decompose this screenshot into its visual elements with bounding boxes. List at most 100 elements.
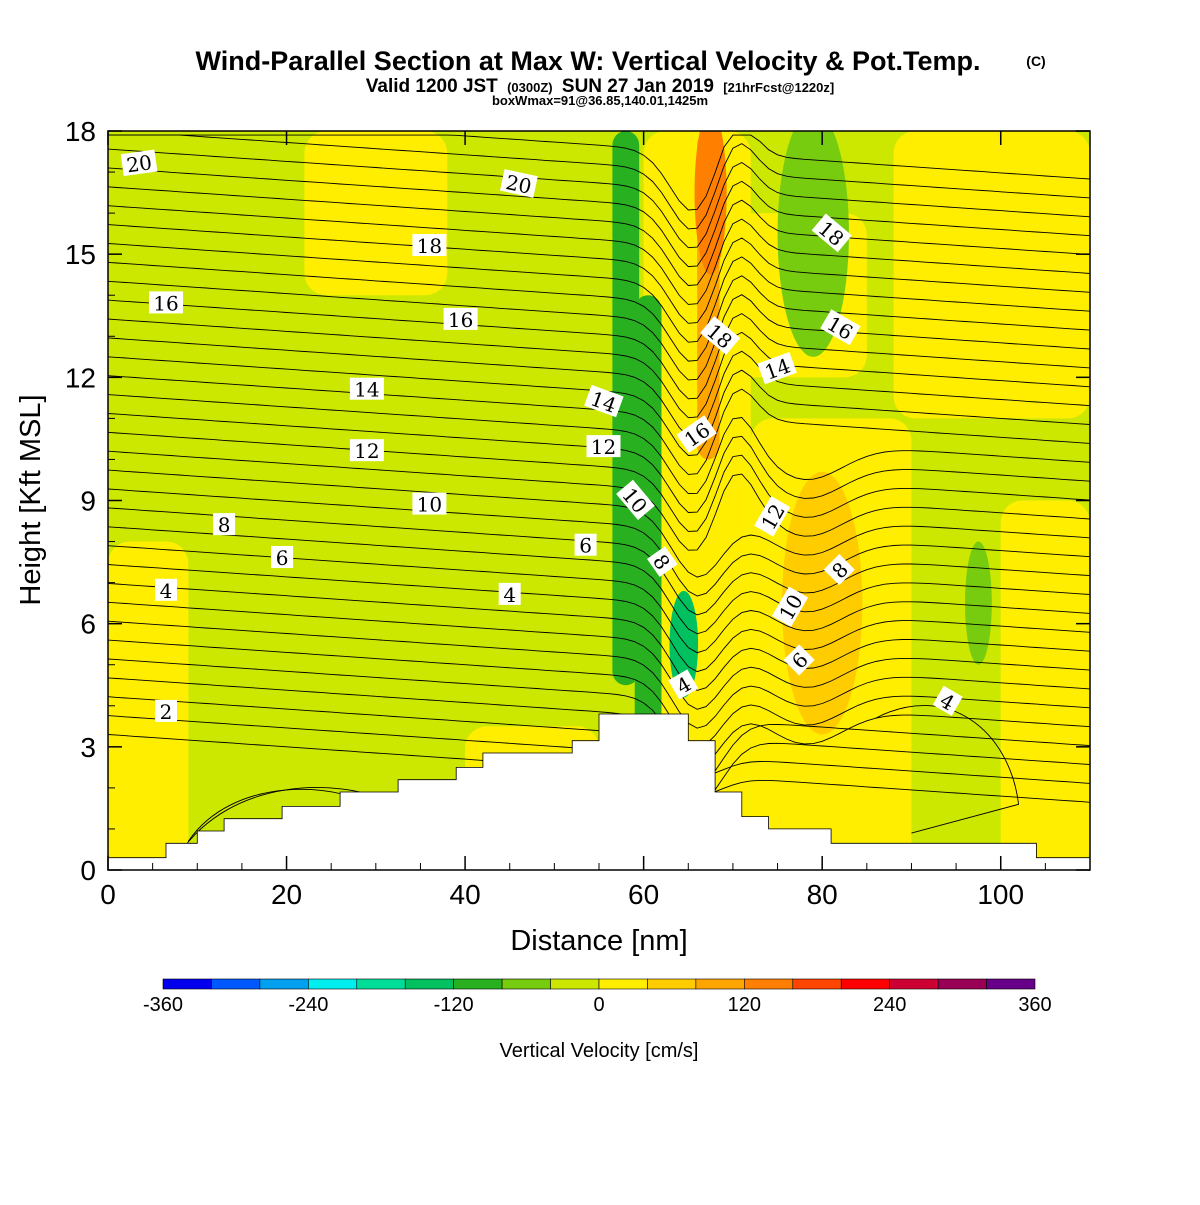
- theta-contour-line: [108, 205, 1090, 305]
- y-tick-label: 6: [80, 609, 96, 640]
- theta-contour-line: [108, 469, 1090, 578]
- contour-label: 4: [932, 685, 963, 716]
- colorbar: -360 -240 -120 0 120 240 360: [143, 978, 1052, 1016]
- contour-label-text: 20: [504, 170, 534, 199]
- theta-contour-line: [108, 507, 1090, 616]
- colorbar-swatch: [792, 978, 842, 990]
- x-tick-label: 80: [807, 879, 838, 910]
- contour-label-text: 10: [417, 493, 442, 517]
- theta-contour-line: [108, 337, 1090, 438]
- colorbar-swatch: [840, 978, 890, 990]
- colorbar-tick-label: 360: [1018, 994, 1051, 1016]
- theta-contour-line: [108, 186, 1090, 286]
- colorbar-swatch: [889, 978, 939, 990]
- contour-label-text: 4: [160, 579, 173, 603]
- colorbar-swatch: [695, 978, 745, 990]
- theta-contour-line: [108, 148, 1090, 249]
- plot-area: [108, 131, 1090, 870]
- theta-contour-line: [108, 658, 1090, 767]
- contour-label-box: [155, 578, 177, 601]
- x-tick-label: 20: [271, 879, 302, 910]
- colorbar-swatch: [647, 978, 697, 990]
- theta-contour-line: [108, 318, 1090, 419]
- contour-label: 8: [213, 513, 236, 537]
- theta-contour-line: [108, 431, 1090, 532]
- colorbar-swatch: [598, 978, 648, 990]
- contour-label-box: [155, 699, 177, 722]
- valid-time-line: Valid 1200 JST (0300Z) SUN 27 Jan 2019 […: [366, 76, 834, 97]
- y-axis-title: Height [Kft MSL]: [15, 394, 47, 605]
- contour-label: 10: [412, 492, 447, 517]
- theta-contour-line: [108, 224, 1090, 324]
- contour-label-box: [120, 149, 158, 177]
- theta-contour-line: [108, 564, 1090, 673]
- contour-label-box: [499, 169, 538, 198]
- contour-label-box: [498, 582, 521, 605]
- theta-contour-line: [108, 167, 1090, 268]
- colorbar-swatch: [744, 978, 794, 990]
- main-title: Wind-Parallel Section at Max W: Vertical…: [196, 46, 981, 76]
- contour-label-text: 18: [417, 234, 442, 258]
- theta-contour-line: [108, 280, 1090, 381]
- contour-label-box: [271, 546, 294, 568]
- contour-label-text: 6: [276, 546, 289, 570]
- w-region: [669, 590, 699, 698]
- w-band: [893, 131, 1090, 419]
- x-axis-title: Distance [nm]: [510, 925, 687, 957]
- theta-contour-line: [108, 394, 1090, 495]
- theta-contour-line: [108, 601, 1090, 710]
- x-tick-label: 60: [628, 879, 659, 910]
- contour-label: 12: [349, 439, 384, 463]
- forecast-text: [21hrFcst@1220z]: [723, 80, 834, 95]
- colorbar-swatch: [501, 978, 551, 990]
- y-tick-label: 9: [80, 486, 96, 517]
- colorbar-tick-label: 0: [593, 994, 604, 1016]
- colorbar-swatch: [986, 978, 1036, 990]
- contour-label-text: 12: [354, 439, 379, 463]
- axis-ticks: 0 20 40 60 80 100 0 3 6 9 12 15 18: [65, 116, 1091, 910]
- contour-label-box: [646, 546, 678, 577]
- colorbar-swatch: [453, 978, 503, 990]
- contour-label-text: 8: [218, 513, 231, 537]
- contour-label-text: 12: [591, 435, 616, 459]
- contour-label-box: [349, 377, 384, 400]
- main-title-suffix: (C): [1026, 53, 1045, 69]
- box-max-text: boxWmax=91@36.85,140.01,1425m: [492, 93, 708, 108]
- theta-contour-line: [108, 134, 1090, 230]
- contour-label-box: [213, 513, 236, 536]
- contour-label-box: [668, 669, 699, 700]
- x-tick-label: 0: [100, 879, 116, 910]
- w-band: [108, 541, 189, 870]
- y-tick-label: 15: [65, 239, 96, 270]
- y-tick-label: 3: [80, 732, 96, 763]
- contour-label-box: [754, 496, 791, 537]
- colorbar-tick-label: -120: [434, 994, 474, 1016]
- contour-label: 18: [412, 234, 447, 258]
- contour-label-box: [584, 384, 624, 418]
- colorbar-swatch: [162, 978, 212, 990]
- contour-label-box: [349, 439, 384, 462]
- contour-label-box: [443, 307, 478, 330]
- valid-time-text: Valid 1200 JST: [366, 76, 498, 97]
- theta-contour-line: [108, 134, 1090, 211]
- colorbar-tick-label: 240: [873, 994, 906, 1016]
- contour-label-box: [932, 685, 963, 716]
- colorbar-tick-label: 120: [728, 994, 761, 1016]
- contour-label-box: [574, 533, 597, 556]
- valid-utc-text: (0300Z): [507, 80, 553, 95]
- contour-label: 6: [574, 533, 597, 558]
- w-region: [694, 131, 727, 275]
- colorbar-swatch: [937, 978, 987, 990]
- colorbar-tick-label: -360: [143, 994, 183, 1016]
- contour-label: 20: [120, 149, 158, 177]
- colorbar-title: Vertical Velocity [cm/s]: [500, 1040, 699, 1062]
- contour-label-text: 2: [160, 700, 173, 724]
- colorbar-tick-label: -240: [288, 994, 328, 1016]
- theta-contour-line: [108, 677, 1090, 785]
- contour-label-box: [149, 291, 183, 314]
- colorbar-swatch: [259, 978, 309, 990]
- contour-label: 16: [443, 307, 478, 332]
